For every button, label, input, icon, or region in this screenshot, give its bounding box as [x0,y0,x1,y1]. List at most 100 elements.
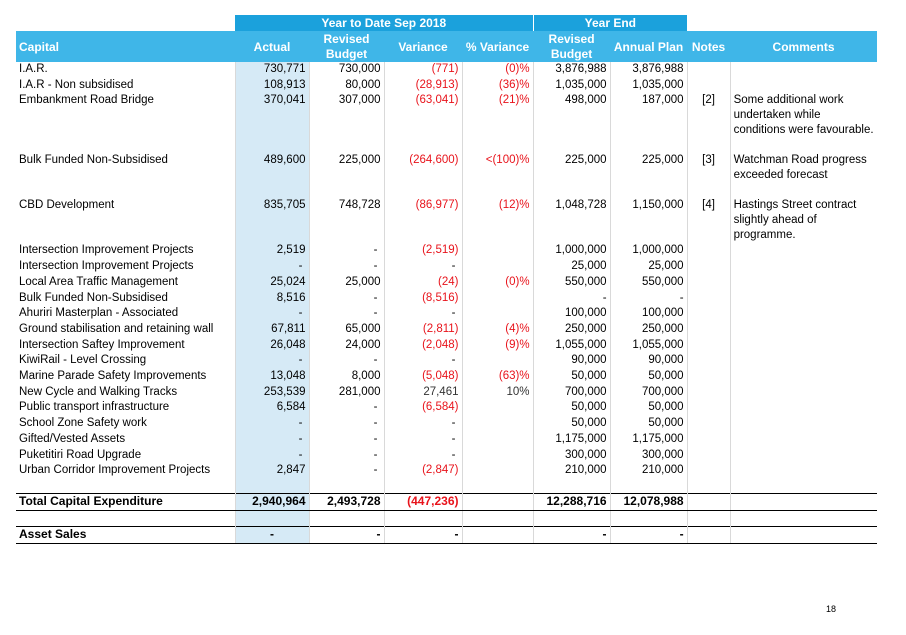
row-variance: (2,519) [383,243,462,260]
row-comment [729,416,878,432]
table-row: Intersection Improvement Projects - - -25,0… [16,259,878,275]
row-pct-variance: 10% [461,384,534,401]
row-budget: - [308,431,384,448]
row-variance: (264,600) [383,153,462,199]
row-note [686,416,731,432]
row-variance: (63,041) [383,93,462,154]
row-annual-plan: 300,000 [609,447,688,464]
col-header-pct-variance: % Variance [462,31,534,62]
row-budget: - [308,306,384,322]
row-actual: 25,024 [234,274,309,291]
table-row: Ground stabilisation and retaining wall 6… [16,321,878,338]
row-note [686,431,731,448]
row-note [686,463,731,479]
table-row: KiwiRail - Level Crossing - - -90,000 90,000 [16,353,878,370]
col-header-ye-revised-budget: Revised Budget [533,31,611,62]
row-comment: Watchman Road progress exceeded forecast [729,153,878,199]
row-actual: 8,516 [234,290,309,307]
row-ye-budget: 300,000 [532,447,611,464]
row-budget: 80,000 [308,77,384,94]
table-row: Bulk Funded Non-Subsidised 489,600 225,000… [16,153,878,199]
row-budget: 25,000 [308,274,384,291]
row-note: [4] [686,198,731,244]
total-ye-budget: 12,288,716 [532,493,611,512]
row-variance: - [383,416,462,432]
table-row: CBD Development 835,705 748,728 (86,977) (12… [16,198,878,244]
row-annual-plan: 1,055,000 [609,337,688,354]
row-ye-budget: 1,035,000 [532,77,611,94]
asset-sales-annual-plan: - [609,526,688,544]
row-ye-budget: 700,000 [532,384,611,401]
row-variance: (771) [383,62,462,78]
row-actual: 67,811 [234,321,309,338]
row-ye-budget: 550,000 [532,274,611,291]
row-comment [729,243,878,260]
col-header-actual: Actual [235,31,309,62]
row-pct-variance [461,431,534,448]
capital-table: Year to Date Sep 2018 Year End Capital A… [16,15,878,544]
row-variance: (2,847) [383,463,462,479]
row-label: Intersection Improvement Projects [19,260,194,273]
row-variance: - [383,447,462,464]
row-annual-plan: 1,175,000 [609,431,688,448]
row-budget: - [308,243,384,260]
row-label: Puketitiri Road Upgrade [19,448,142,461]
asset-sales-row: Asset Sales - - - - - [16,526,878,544]
row-pct-variance: (0)% [461,274,534,291]
row-budget: 281,000 [308,384,384,401]
asset-sales-variance: - [383,526,462,544]
row-pct-variance: (21)% [461,93,534,154]
row-variance: (2,048) [383,337,462,354]
total-pct [461,493,534,512]
row-actual: 835,705 [234,198,309,244]
row-variance: (2,811) [383,321,462,338]
row-label: I.A.R. [19,63,48,75]
row-pct-variance [461,447,534,464]
row-note [686,337,731,354]
row-actual: 370,041 [234,93,309,154]
row-comment [729,353,878,370]
row-label: Ahuriri Masterplan - Associated [19,307,179,320]
row-pct-variance: (63)% [461,369,534,385]
page-number: 18 [826,604,837,614]
row-comment [729,337,878,354]
total-budget: 2,493,728 [308,493,384,512]
row-budget: - [308,447,384,464]
row-pct-variance [461,353,534,370]
row-ye-budget: 1,048,728 [532,198,611,244]
table-row: Marine Parade Safety Improvements 13,048 8… [16,369,878,385]
row-variance: 27,461 [383,384,462,401]
table-row: Embankment Road Bridge 370,041 307,000 (63,… [16,93,878,154]
row-label: Embankment Road Bridge [19,94,154,107]
row-actual: - [234,306,309,322]
col-header-notes: Notes [687,31,731,62]
row-label: Urban Corridor Improvement Projects [19,464,211,477]
row-pct-variance: <(100)% [461,153,534,199]
row-variance: (86,977) [383,198,462,244]
row-annual-plan: 50,000 [609,400,688,417]
row-actual: 13,048 [234,369,309,385]
row-label: Ground stabilisation and retaining wall [19,322,214,335]
row-variance: (8,516) [383,290,462,307]
row-annual-plan: 100,000 [609,306,688,322]
row-budget: - [308,290,384,307]
table-row: I.A.R - Non subsidised 108,913 80,000 (28,9… [16,77,878,94]
row-budget: - [308,400,384,417]
row-note [686,306,731,322]
row-label: Local Area Traffic Management [19,275,178,288]
row-label: Bulk Funded Non-Subsidised [19,291,168,304]
row-ye-budget: 25,000 [532,259,611,275]
row-ye-budget: 90,000 [532,353,611,370]
row-ye-budget: 50,000 [532,369,611,385]
table-row: Bulk Funded Non-Subsidised 8,516- (8,516) -… [16,290,878,307]
row-ye-budget: 1,175,000 [532,431,611,448]
row-annual-plan: 50,000 [609,369,688,385]
table-row: Intersection Improvement Projects 2,519-(… [16,243,878,260]
row-annual-plan: 250,000 [609,321,688,338]
row-comment: Some additional work undertaken while co… [729,93,878,154]
row-label: Intersection Saftey Improvement [19,338,185,351]
row-pct-variance [461,416,534,432]
row-budget: - [308,416,384,432]
row-annual-plan: 1,035,000 [609,77,688,94]
row-actual: - [234,259,309,275]
